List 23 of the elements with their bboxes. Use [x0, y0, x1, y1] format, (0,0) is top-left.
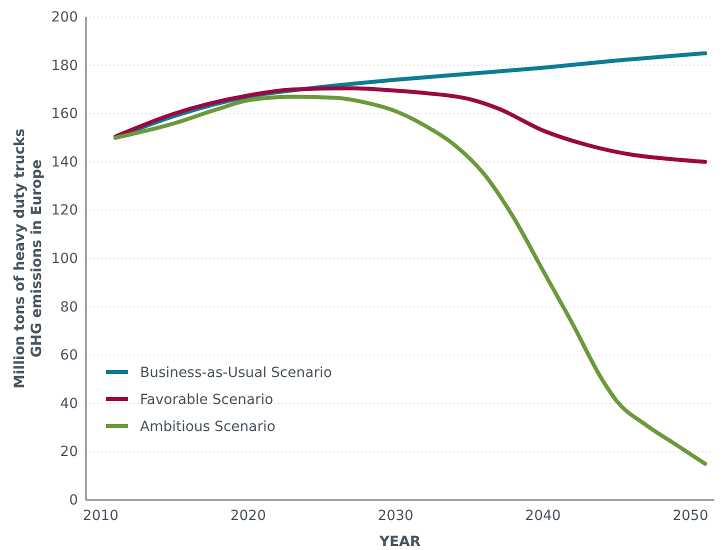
line-series: [113, 86, 708, 164]
legend-label: Favorable Scenario: [140, 392, 274, 408]
y-tick-label: 200: [51, 9, 78, 26]
y-tick-label: 20: [60, 444, 78, 460]
legend-label: Business-as-Usual Scenario: [140, 365, 332, 381]
y-tick-label: 120: [51, 202, 78, 219]
y-tick-label: 40: [60, 396, 78, 412]
y-tick-label: 100: [51, 250, 78, 267]
y-tick-label: 0: [69, 492, 78, 508]
x-tick-label: 2010: [82, 508, 119, 524]
y-tick-label: 160: [51, 106, 78, 122]
y-tick-label: 140: [51, 154, 78, 170]
line-series: [113, 94, 708, 466]
x-tick-label: 2050: [672, 508, 708, 524]
x-tick-label: 2020: [230, 508, 266, 524]
x-tick-label: 2030: [378, 508, 414, 524]
y-tick-label: 180: [51, 58, 78, 74]
legend-label: Ambitious Scenario: [140, 419, 276, 435]
y-tick-label: 60: [60, 348, 78, 364]
y-tick-label: 80: [60, 299, 78, 316]
x-axis-title: YEAR: [378, 534, 421, 550]
y-axis-title: Million tons of heavy duty trucks GHG emissions in Europe: [12, 128, 45, 388]
x-tick-label: 2040: [525, 508, 561, 524]
